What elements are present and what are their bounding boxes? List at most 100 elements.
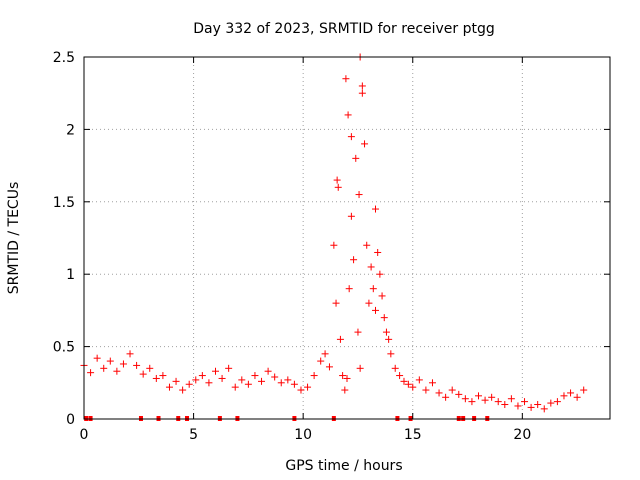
data-point <box>347 212 355 220</box>
data-point <box>341 386 349 394</box>
data-point <box>422 386 430 394</box>
data-point <box>378 292 386 300</box>
data-point <box>442 393 450 401</box>
data-point <box>371 306 379 314</box>
data-point <box>355 191 363 199</box>
data-point <box>560 392 568 400</box>
data-point <box>369 285 377 293</box>
data-point <box>396 372 404 380</box>
data-point <box>350 256 358 264</box>
data-point <box>481 396 489 404</box>
data-point <box>342 75 350 83</box>
data-point <box>371 205 379 213</box>
data-point <box>310 372 318 380</box>
y-tick-label: 2 <box>66 122 75 138</box>
grid-lines <box>84 57 610 419</box>
data-point <box>321 350 329 358</box>
data-point <box>198 372 206 380</box>
data-point <box>317 357 325 365</box>
data-point <box>527 403 535 411</box>
data-point <box>238 376 246 384</box>
data-point <box>139 370 147 378</box>
data-point <box>567 389 575 397</box>
data-point <box>87 369 95 377</box>
data-point <box>264 367 272 375</box>
chart-title: Day 332 of 2023, SRMTID for receiver ptg… <box>193 21 495 37</box>
data-point <box>251 372 259 380</box>
data-point <box>290 380 298 388</box>
data-point <box>409 383 417 391</box>
data-point <box>461 395 469 403</box>
data-point <box>218 374 226 382</box>
y-tick-label: 0.5 <box>53 340 75 356</box>
data-point <box>404 380 412 388</box>
data-point <box>354 328 362 336</box>
data-point <box>428 379 436 387</box>
data-point <box>468 398 476 406</box>
data-point <box>501 401 509 409</box>
plot-frame <box>83 56 611 420</box>
x-axis-title: GPS time / hours <box>285 458 402 474</box>
data-point <box>376 270 384 278</box>
data-point <box>573 393 581 401</box>
data-point <box>333 176 341 184</box>
data-point <box>336 335 344 343</box>
data-point <box>334 183 342 191</box>
data-point <box>475 392 482 400</box>
data-point <box>165 383 173 391</box>
data-points <box>80 53 588 421</box>
data-point <box>284 376 292 384</box>
data-point <box>205 379 213 387</box>
data-point <box>332 299 340 307</box>
data-point <box>387 350 395 358</box>
data-point <box>580 386 588 394</box>
data-point <box>435 389 443 397</box>
data-point <box>488 393 496 401</box>
y-tick-label: 0 <box>66 412 75 428</box>
data-point <box>374 248 382 256</box>
y-axis-title: SRMTID / TECUs <box>6 182 22 295</box>
data-point <box>380 314 388 322</box>
data-point <box>159 372 167 380</box>
data-point <box>192 376 200 384</box>
data-point <box>514 402 522 410</box>
data-point <box>363 241 371 249</box>
data-point <box>185 380 193 388</box>
data-point <box>93 354 101 362</box>
data-point <box>391 364 399 372</box>
data-point <box>126 350 134 358</box>
data-point <box>534 401 542 409</box>
x-tick-label: 15 <box>404 427 422 443</box>
data-point <box>507 395 515 403</box>
y-tick-label: 1 <box>66 267 75 283</box>
data-point <box>344 111 352 119</box>
data-point <box>540 405 548 413</box>
x-tick-label: 0 <box>80 427 89 443</box>
data-point <box>415 376 423 384</box>
data-point <box>100 364 108 372</box>
data-point <box>400 377 408 385</box>
data-point <box>258 377 266 385</box>
data-point <box>358 89 366 97</box>
data-point <box>225 364 233 372</box>
x-tick-label: 10 <box>294 427 312 443</box>
data-point <box>494 398 502 406</box>
data-point <box>343 374 351 382</box>
data-point <box>345 285 353 293</box>
data-point <box>304 383 312 391</box>
data-point <box>297 386 305 394</box>
data-point <box>382 328 390 336</box>
data-point <box>277 379 285 387</box>
data-point <box>106 357 114 365</box>
data-point <box>179 386 187 394</box>
data-point <box>119 360 127 368</box>
data-point <box>152 374 160 382</box>
data-point <box>367 263 375 271</box>
data-point <box>231 383 239 391</box>
data-point <box>361 140 369 148</box>
x-tick-label: 20 <box>513 427 531 443</box>
data-point <box>385 335 393 343</box>
data-point <box>455 390 463 398</box>
y-tick-label: 1.5 <box>53 195 75 211</box>
